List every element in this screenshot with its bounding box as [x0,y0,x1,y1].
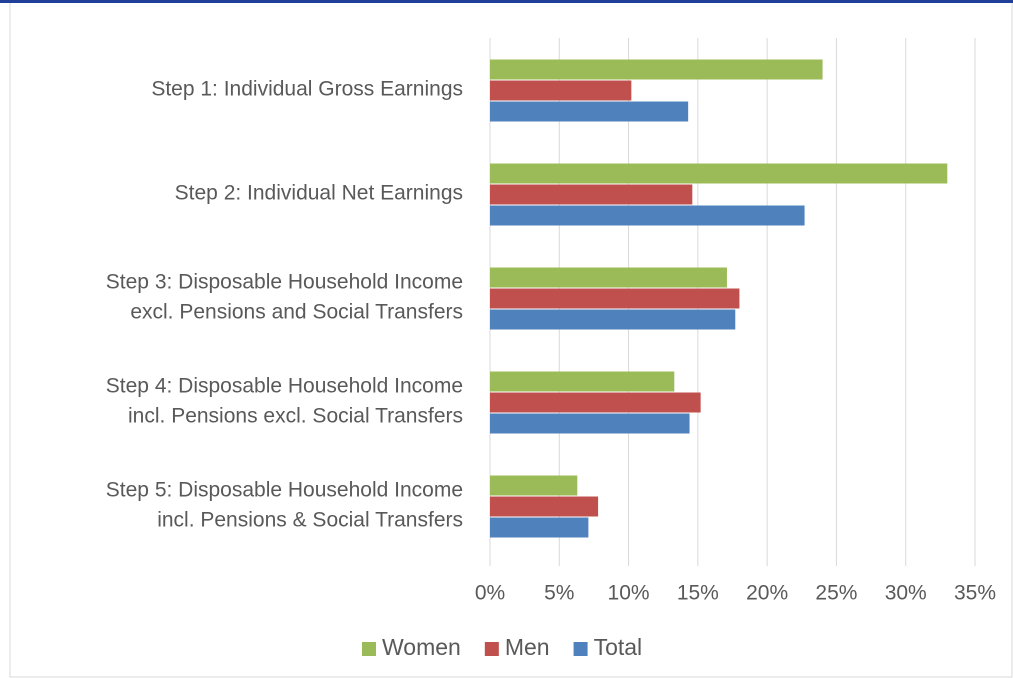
x-tick-label: 30% [885,582,927,605]
category-label: Step 4: Disposable Household Income [106,375,463,398]
legend-swatch [573,642,588,656]
bar [490,371,675,392]
bar [490,184,693,205]
x-tick-label: 35% [954,582,996,605]
x-tick-label: 20% [746,582,788,605]
bar [490,59,823,80]
bar [490,413,690,434]
x-tick-label: 25% [815,582,857,605]
bar [490,163,948,184]
legend-label: Men [505,634,550,660]
legend-label: Total [594,634,643,660]
bar [490,80,632,101]
bar [490,392,701,413]
x-tick-label: 5% [544,582,574,605]
category-label: Step 5: Disposable Household Income [106,479,463,502]
bar [490,475,578,496]
category-label: Step 2: Individual Net Earnings [175,182,463,205]
bar [490,267,727,288]
legend-label: Women [382,634,461,660]
bar [490,288,740,309]
legend-swatch [484,642,499,656]
x-tick-label: 0% [475,582,505,605]
bar [490,517,589,538]
category-label: Step 1: Individual Gross Earnings [151,78,463,101]
bar [490,205,805,226]
category-label: incl. Pensions & Social Transfers [157,509,463,532]
bar [490,309,736,330]
category-label: Step 3: Disposable Household Income [106,271,463,294]
x-tick-label: 15% [677,582,719,605]
bar [490,101,689,122]
bar [490,496,599,517]
category-label: incl. Pensions excl. Social Transfers [128,405,463,428]
category-label: excl. Pensions and Social Transfers [130,301,463,324]
x-tick-label: 10% [608,582,650,605]
legend-swatch [362,642,376,656]
